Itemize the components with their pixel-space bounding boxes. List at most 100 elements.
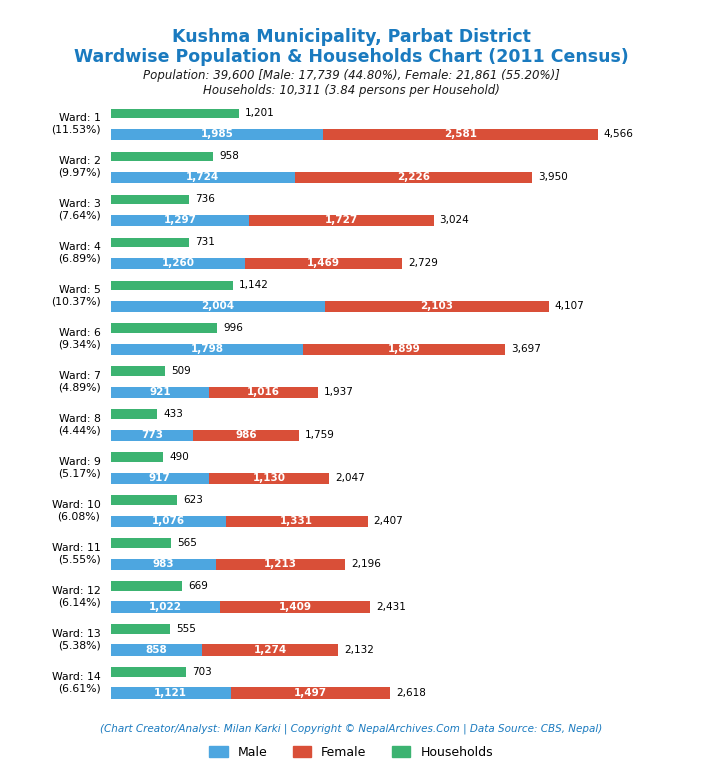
Text: 1,497: 1,497 [293,688,327,698]
Text: 623: 623 [183,495,203,505]
Text: 555: 555 [176,624,196,634]
Bar [111,323,217,333]
Text: 490: 490 [169,452,189,462]
Bar [295,172,532,183]
Text: 3,697: 3,697 [511,344,541,354]
Text: 669: 669 [188,581,208,591]
Text: 1,076: 1,076 [152,516,185,526]
Text: 1,213: 1,213 [264,559,297,569]
Text: Kushma Municipality, Parbat District: Kushma Municipality, Parbat District [171,28,531,45]
Text: 2,618: 2,618 [396,688,426,698]
Bar [111,366,165,376]
Text: Population: 39,600 [Male: 17,739 (44.80%), Female: 21,861 (55.20%)]: Population: 39,600 [Male: 17,739 (44.80%… [143,69,559,82]
Text: Wardwise Population & Households Chart (2011 Census): Wardwise Population & Households Chart (… [74,48,628,65]
Text: 1,121: 1,121 [154,688,187,698]
Text: 773: 773 [141,430,163,440]
Bar [111,172,295,183]
Bar [111,215,249,226]
Bar [111,472,208,484]
Text: 1,274: 1,274 [253,645,287,655]
Bar [111,429,193,441]
Text: 736: 736 [195,194,216,204]
Bar [111,344,303,355]
Bar [208,472,329,484]
Bar [111,538,171,548]
Text: 986: 986 [235,430,257,440]
Bar [202,644,338,656]
Bar [111,280,233,290]
Bar [230,687,390,699]
Bar [111,558,216,570]
Bar [111,667,186,677]
Bar [111,624,170,634]
Text: 1,260: 1,260 [161,258,194,268]
Text: 1,985: 1,985 [200,130,233,140]
Bar [325,301,549,312]
Bar [111,151,213,161]
Bar [111,601,220,613]
Bar [111,581,183,591]
Bar [111,687,230,699]
Bar [249,215,434,226]
Text: 1,759: 1,759 [305,430,334,440]
Text: 3,024: 3,024 [439,215,469,225]
Bar [303,344,505,355]
Text: 2,431: 2,431 [376,602,406,612]
Text: 1,331: 1,331 [280,516,313,526]
Text: 1,409: 1,409 [279,602,312,612]
Bar [216,558,345,570]
Text: 2,407: 2,407 [373,516,404,526]
Text: 1,201: 1,201 [245,108,274,118]
Text: 2,196: 2,196 [351,559,381,569]
Text: 2,226: 2,226 [397,173,430,183]
Bar [111,386,209,398]
Text: 1,899: 1,899 [388,344,420,354]
Text: 1,469: 1,469 [307,258,340,268]
Text: 2,004: 2,004 [201,301,234,311]
Text: 917: 917 [149,473,171,483]
Bar [209,386,317,398]
Bar [111,452,163,462]
Text: (Chart Creator/Analyst: Milan Karki | Copyright © NepalArchives.Com | Data Sourc: (Chart Creator/Analyst: Milan Karki | Co… [100,723,602,734]
Bar [111,409,157,419]
Text: 2,581: 2,581 [444,130,477,140]
Bar [220,601,370,613]
Text: 4,566: 4,566 [604,130,634,140]
Text: 731: 731 [194,237,215,247]
Text: 1,016: 1,016 [247,387,280,397]
Bar [226,515,368,527]
Text: 1,937: 1,937 [324,387,353,397]
Text: 1,297: 1,297 [164,215,197,225]
Text: 2,132: 2,132 [344,645,374,655]
Bar [111,194,190,204]
Text: 2,047: 2,047 [335,473,365,483]
Text: 1,142: 1,142 [239,280,268,290]
Bar [111,644,202,656]
Text: 1,724: 1,724 [186,173,220,183]
Text: 2,729: 2,729 [408,258,438,268]
Bar [245,258,402,269]
Text: 1,130: 1,130 [253,473,286,483]
Bar [193,429,298,441]
Text: 509: 509 [171,366,191,376]
Text: Households: 10,311 (3.84 persons per Household): Households: 10,311 (3.84 persons per Hou… [203,84,499,97]
Bar [111,515,226,527]
Bar [111,109,239,118]
Text: 565: 565 [177,538,197,548]
Text: 958: 958 [219,151,239,161]
Legend: Male, Female, Households: Male, Female, Households [204,741,498,764]
Text: 4,107: 4,107 [555,301,585,311]
Bar [323,129,598,140]
Bar [111,258,245,269]
Text: 433: 433 [163,409,183,419]
Text: 858: 858 [146,645,168,655]
Text: 996: 996 [223,323,243,333]
Text: 1,727: 1,727 [325,215,358,225]
Text: 1,022: 1,022 [149,602,182,612]
Text: 703: 703 [192,667,211,677]
Text: 1,798: 1,798 [190,344,223,354]
Bar [111,237,189,247]
Text: 921: 921 [150,387,171,397]
Bar [111,495,178,505]
Text: 2,103: 2,103 [420,301,453,311]
